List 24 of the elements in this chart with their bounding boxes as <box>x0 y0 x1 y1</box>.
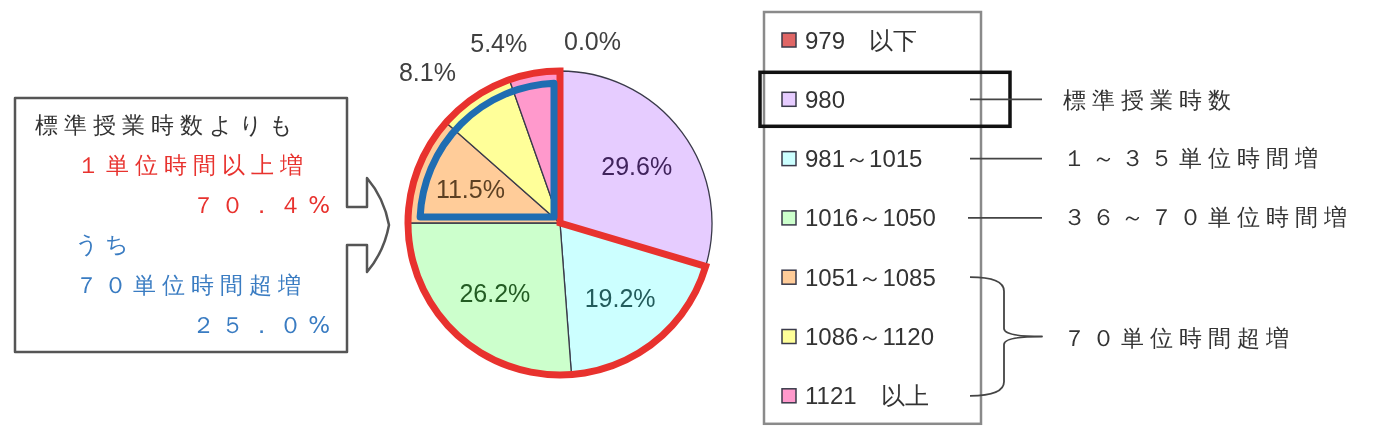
legend-label: 1086～1120 <box>805 323 934 350</box>
data-label: 11.5% <box>435 175 505 204</box>
legend-label: 1121 以上 <box>805 382 929 410</box>
text: 標準授業時数 <box>1063 87 1237 113</box>
legend-label: 1051～1085 <box>805 263 936 291</box>
data-label: 26.2% <box>459 279 531 308</box>
legend-label: 980 <box>805 85 846 113</box>
text: ７０．４% <box>192 192 336 218</box>
text: ７０単位時間超増 <box>1063 325 1295 351</box>
legend-label: 979 以下 <box>805 26 918 54</box>
text: うち <box>75 231 135 257</box>
text: １～３５単位時間増 <box>1063 145 1324 171</box>
text: ３６～７０単位時間増 <box>1063 204 1353 230</box>
data-label: 19.2% <box>584 283 656 312</box>
text: ７０単位時間超増 <box>75 272 307 298</box>
data-label: 5.4% <box>470 29 528 58</box>
text: 標準授業時数よりも <box>35 112 299 138</box>
text: ２５．０% <box>192 312 336 338</box>
data-label: 8.1% <box>398 57 456 86</box>
legend-label: 1016～1050 <box>805 204 936 232</box>
text: 0.0% <box>564 26 621 55</box>
text: １単位時間以上増 <box>77 152 309 178</box>
legend-label: 981～1015 <box>805 145 923 173</box>
data-label: 29.6% <box>601 151 673 180</box>
